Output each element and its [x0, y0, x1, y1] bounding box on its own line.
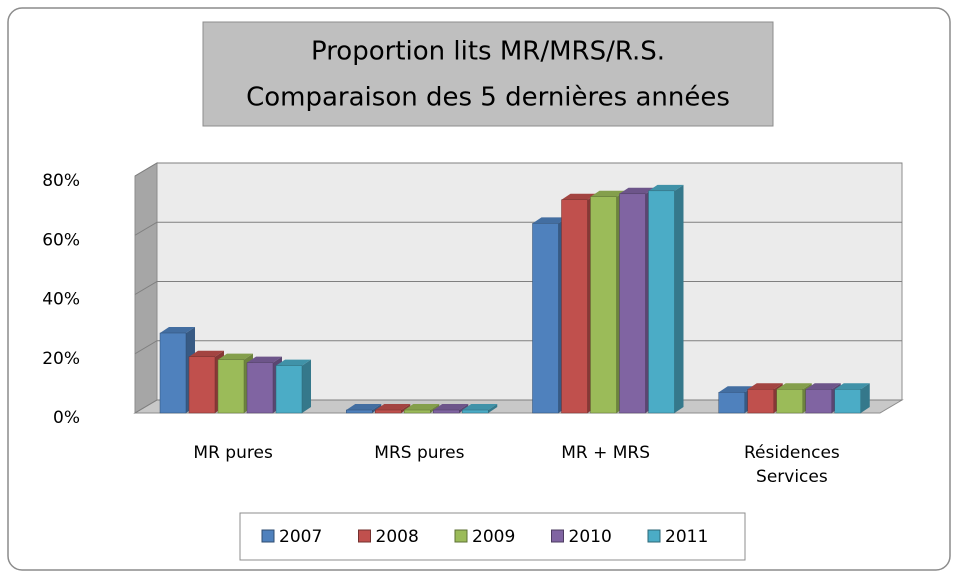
chart-title: Proportion lits MR/MRS/R.S.: [311, 37, 665, 67]
bar-top: [276, 359, 311, 366]
bar: [346, 409, 373, 414]
legend-swatch: [454, 529, 468, 543]
bar-top: [718, 386, 754, 393]
bar: [275, 365, 303, 414]
bar-top: [247, 356, 282, 363]
title-box: [202, 21, 774, 127]
legend-swatch: [261, 529, 275, 543]
chart-title: Comparaison des 5 dernières années: [246, 83, 730, 113]
legend-label: 2008: [376, 527, 419, 547]
bar-top: [532, 217, 568, 224]
bar-side: [860, 383, 870, 413]
grid-line: [134, 162, 902, 177]
bar-side: [302, 359, 311, 413]
bar-top: [218, 353, 253, 360]
bar: [246, 362, 274, 414]
bar-top: [561, 193, 597, 200]
x-tick-label: MR + MRS: [561, 443, 651, 463]
bar-top: [834, 383, 870, 390]
bar: [188, 356, 216, 414]
y-tick-label: 0%: [53, 408, 80, 428]
legend-label: 2010: [569, 527, 612, 547]
x-tick-label: MRS pures: [374, 443, 465, 463]
legend-swatch: [358, 529, 371, 543]
bar: [776, 389, 803, 414]
bar: [718, 392, 745, 414]
bar-top: [375, 404, 411, 411]
bar: [159, 332, 187, 414]
bar-top: [433, 404, 469, 411]
y-tick-label: 60%: [42, 230, 80, 250]
y-tick-label: 80%: [42, 171, 80, 191]
bar-top: [404, 404, 440, 411]
bar-side: [459, 404, 469, 413]
bar-top: [189, 350, 224, 357]
bar: [747, 389, 774, 414]
bar-side: [430, 404, 440, 413]
legend-box: [239, 512, 746, 561]
legend-label: 2007: [279, 527, 322, 547]
legend-label: 2009: [472, 527, 515, 547]
x-tick-label: Résidences Services: [743, 443, 840, 487]
legend-label: 2011: [665, 527, 708, 547]
bar-side: [401, 404, 411, 413]
bar-side: [488, 404, 498, 413]
bar: [561, 199, 588, 414]
bar-top: [747, 383, 783, 390]
bar: [404, 409, 431, 414]
bar: [805, 389, 832, 414]
bar: [619, 193, 646, 414]
bar-top: [590, 190, 626, 197]
legend-swatch: [647, 529, 661, 543]
bar-top: [648, 184, 684, 191]
bar: [375, 409, 402, 414]
legend-swatch: [551, 529, 564, 543]
bar-top: [160, 327, 195, 334]
bar: [433, 409, 460, 414]
bar: [217, 359, 245, 414]
bar: [532, 223, 559, 414]
bar-side: [674, 184, 684, 413]
bar-top: [619, 187, 655, 194]
y-tick-label: 40%: [42, 290, 80, 310]
bar-top: [805, 383, 841, 390]
bar: [834, 389, 861, 414]
bar: [590, 196, 617, 414]
bar-top: [776, 383, 812, 390]
bar: [462, 409, 489, 414]
bar-top: [462, 404, 498, 411]
x-tick-label: MR pures: [193, 443, 273, 463]
bar: [648, 190, 675, 414]
bar-side: [372, 404, 382, 413]
y-tick-label: 20%: [42, 349, 80, 369]
bar-top: [346, 404, 382, 411]
